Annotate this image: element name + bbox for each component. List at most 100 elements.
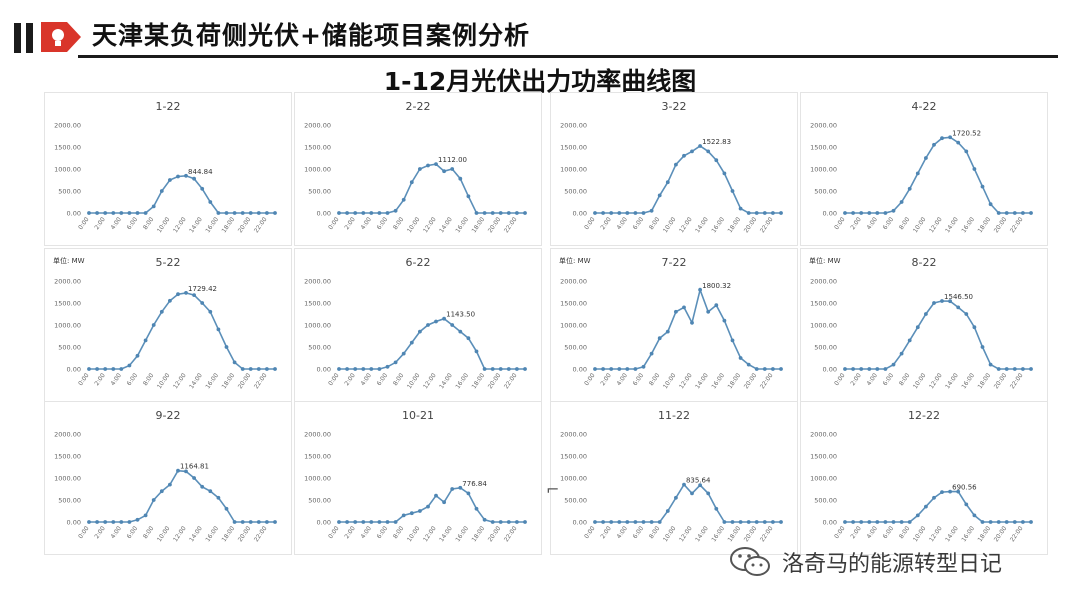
data-point xyxy=(730,520,735,524)
x-tick-label: 4:00 xyxy=(360,216,374,231)
y-tick-label: 1000.00 xyxy=(560,166,587,174)
y-tick-label: 1500.00 xyxy=(304,453,331,461)
data-point xyxy=(1029,520,1033,524)
data-point xyxy=(135,211,140,215)
data-point xyxy=(980,184,985,189)
y-tick-label: 2000.00 xyxy=(560,122,587,130)
data-point xyxy=(649,520,654,524)
data-point xyxy=(738,206,743,211)
series-line xyxy=(89,292,275,370)
y-tick-label: 2000.00 xyxy=(810,431,837,439)
y-tick-label: 1500.00 xyxy=(810,144,837,152)
data-point xyxy=(192,476,197,480)
data-point xyxy=(722,171,727,176)
data-point xyxy=(641,211,646,215)
series-line xyxy=(845,136,1031,214)
data-point xyxy=(593,520,597,524)
data-point xyxy=(442,316,446,321)
data-point xyxy=(345,211,349,215)
data-point xyxy=(883,211,888,215)
data-point xyxy=(498,520,503,524)
x-tick-label: 2:00 xyxy=(93,216,107,231)
data-point xyxy=(601,520,605,524)
data-point xyxy=(730,338,735,343)
x-tick-label: 18:00 xyxy=(221,216,237,234)
chart-panel: 12-22 2000.00 1500.00 1000.00 500.00 0.00 0:00… xyxy=(800,401,1048,555)
x-tick-label: 18:00 xyxy=(471,372,487,390)
x-tick-label: 8:00 xyxy=(142,372,156,387)
y-tick-label: 1500.00 xyxy=(560,453,587,461)
y-tick-label: 500.00 xyxy=(814,344,837,352)
x-tick-label: 22:00 xyxy=(253,372,269,390)
chart-panel: 9-22 2000.00 1500.00 1000.00 500.00 0.00 0:00 2… xyxy=(44,401,292,555)
data-point xyxy=(649,351,654,356)
data-point xyxy=(867,211,872,215)
data-point xyxy=(337,520,341,524)
x-tick-label: 14:00 xyxy=(944,525,960,543)
y-tick-label: 0.00 xyxy=(573,366,587,374)
x-tick-label: 22:00 xyxy=(1009,372,1025,390)
x-tick-label: 22:00 xyxy=(759,525,775,543)
x-tick-label: 12:00 xyxy=(928,216,944,234)
data-point xyxy=(143,211,148,215)
data-point xyxy=(940,490,944,494)
y-tick-label: 1500.00 xyxy=(304,300,331,308)
y-tick-label: 500.00 xyxy=(308,344,331,352)
data-point xyxy=(867,520,872,524)
data-point xyxy=(641,520,646,524)
chart-title: 1-22 xyxy=(156,100,181,113)
data-point xyxy=(401,197,406,202)
data-point xyxy=(915,513,920,518)
data-point xyxy=(867,367,872,371)
figure-title: 1-12月光伏出力功率曲线图 xyxy=(383,67,697,96)
data-point xyxy=(762,520,767,524)
data-point xyxy=(409,511,414,516)
x-tick-label: 6:00 xyxy=(632,216,646,231)
header-bar-mark xyxy=(14,23,21,53)
data-point xyxy=(851,367,855,371)
chart-panel: 2-22 2000.00 1500.00 1000.00 500.00 0.00 0:00 2… xyxy=(294,92,542,246)
chart-panel: 3-22 2000.00 1500.00 1000.00 500.00 0.00 0:00 2… xyxy=(550,92,798,246)
data-point xyxy=(617,367,622,371)
data-point xyxy=(1012,520,1017,524)
x-tick-label: 2:00 xyxy=(599,525,613,540)
x-tick-label: 20:00 xyxy=(993,216,1009,234)
data-point xyxy=(426,504,430,509)
x-tick-label: 2:00 xyxy=(343,525,357,540)
chart-panel: 5-22 单位: MW 2000.00 1500.00 1000.00 500.00 0.0… xyxy=(44,248,292,402)
data-point xyxy=(442,500,446,505)
data-point xyxy=(426,323,430,327)
data-point xyxy=(385,520,390,524)
y-tick-label: 2000.00 xyxy=(810,278,837,286)
data-point xyxy=(714,506,719,511)
data-point xyxy=(948,299,952,304)
data-point xyxy=(256,520,261,524)
peak-data-label: 1112.00 xyxy=(438,156,467,164)
chart-title: 8-22 xyxy=(912,256,937,269)
x-tick-label: 8:00 xyxy=(898,216,912,231)
data-point xyxy=(143,338,148,343)
data-point xyxy=(224,211,229,215)
x-tick-label: 22:00 xyxy=(253,216,269,234)
data-point xyxy=(754,520,759,524)
chart-title: 5-22 xyxy=(156,256,181,269)
y-tick-label: 1000.00 xyxy=(810,166,837,174)
data-point xyxy=(474,349,479,354)
data-point xyxy=(450,167,455,171)
peak-data-label: 1164.81 xyxy=(180,463,209,471)
data-point xyxy=(988,520,993,524)
x-tick-label: 4:00 xyxy=(616,372,630,387)
data-point xyxy=(996,520,1001,524)
data-point xyxy=(875,520,880,524)
line-chart: 11-22 2000.00 1500.00 1000.00 500.00 0.000:00… xyxy=(560,409,783,543)
header-bar-mark xyxy=(26,23,33,53)
y-tick-label: 1000.00 xyxy=(810,322,837,330)
y-tick-label: 0.00 xyxy=(317,519,331,527)
data-point xyxy=(337,367,341,371)
data-point xyxy=(409,180,414,185)
data-point xyxy=(682,305,686,310)
peak-data-label: 1800.32 xyxy=(702,282,731,290)
data-point xyxy=(418,329,422,334)
data-point xyxy=(151,498,156,502)
x-tick-label: 10:00 xyxy=(406,372,422,390)
